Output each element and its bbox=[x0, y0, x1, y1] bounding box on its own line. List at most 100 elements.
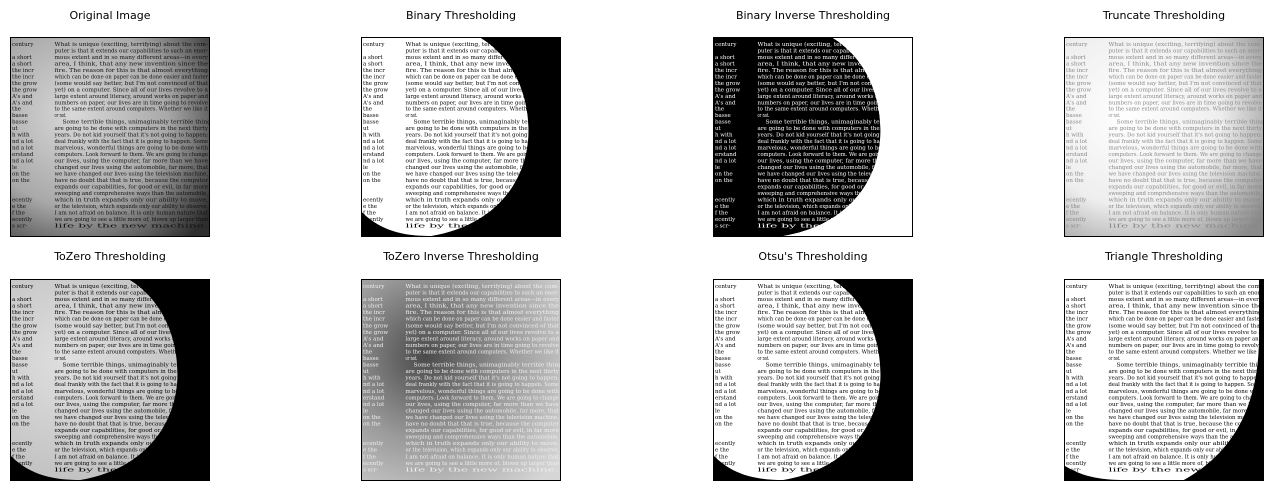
margin-text: s scr- bbox=[363, 467, 378, 473]
page-text-line: numbers on paper, our lives are in time … bbox=[406, 343, 560, 349]
page-text-line: I am not afraid on balance. It is only h… bbox=[55, 211, 209, 217]
margin-text: the bbox=[1066, 107, 1075, 113]
page-text-line: changed our lives using the automobile, … bbox=[406, 408, 560, 414]
panel-title: Original Image bbox=[10, 9, 210, 22]
margin-text: nd a lot bbox=[1066, 159, 1088, 165]
margin-text: a short bbox=[363, 297, 383, 303]
page-text-line: expands our capabilities, for good or ev… bbox=[55, 185, 208, 191]
page-text-line: fire. The reason for this is that almost… bbox=[1109, 310, 1263, 316]
margin-text: century bbox=[363, 284, 385, 290]
margin-text: on the bbox=[715, 178, 733, 184]
page-text-line: life by the new machine. bbox=[1109, 223, 1263, 229]
page-text-line: expands our capabilities, for good or ev… bbox=[1109, 185, 1262, 191]
page-text-line: are going to be done with computers in t… bbox=[406, 369, 560, 375]
margin-text: the incr bbox=[715, 317, 737, 323]
margin-text: the incr bbox=[363, 74, 385, 80]
page-text-line: Some terrible things, unimaginably terri… bbox=[413, 363, 560, 369]
margin-text: basse bbox=[1066, 363, 1083, 369]
margin-text: e the bbox=[1066, 204, 1080, 210]
margin-text: nd a lot bbox=[12, 159, 34, 165]
page-text-line: (some would say better, but I'm not conv… bbox=[1109, 322, 1263, 329]
page-text-line: Some terrible things, unimaginably terri… bbox=[62, 120, 209, 126]
margin-text: le bbox=[363, 408, 369, 414]
page-text-line: sweeping and comprehensive ways than the… bbox=[406, 435, 560, 441]
margin-text: the bbox=[1066, 349, 1076, 355]
page-text-line: large extent around literacy, around wor… bbox=[1109, 336, 1263, 342]
margin-text: the bbox=[363, 107, 372, 113]
image-original: What is unique (exciting, terrifying) ab… bbox=[10, 37, 210, 237]
page-text-line: mous extent and in so many different are… bbox=[1109, 55, 1263, 61]
margin-text: on the bbox=[715, 172, 733, 178]
page-text-line: have no doubt that that is true, because… bbox=[55, 178, 209, 184]
page-text-line: sweeping and comprehensive ways than the… bbox=[55, 191, 209, 197]
margin-text: le bbox=[363, 165, 368, 171]
margin-text: the grow bbox=[12, 81, 37, 87]
margin-text: on the bbox=[1066, 422, 1084, 428]
margin-text: A's and bbox=[1065, 343, 1087, 349]
page-text-line: large extent around literacy, around wor… bbox=[406, 336, 560, 342]
margin-text: on the bbox=[363, 415, 381, 421]
margin-text: erstand bbox=[363, 395, 385, 401]
margin-text: the grow bbox=[363, 323, 388, 329]
margin-text: basse bbox=[12, 113, 28, 119]
page-text-line: years. Do not kid yourself that it's not… bbox=[405, 376, 560, 382]
margin-text: nd a lot bbox=[715, 402, 737, 408]
margin-text: erstand bbox=[12, 152, 34, 158]
image-tozero-inverse: What is unique (exciting, terrifying) ab… bbox=[361, 279, 561, 481]
page-text-line: changed our lives using the automobile, … bbox=[1109, 408, 1263, 414]
margin-text: nd a lot bbox=[1066, 389, 1088, 395]
margin-text: the incr bbox=[363, 68, 385, 74]
page-text-line: mous extent and in so many different are… bbox=[406, 297, 560, 303]
margin-text: basse bbox=[715, 120, 731, 126]
page-text-line: I am not afraid on balance. It is only h… bbox=[1109, 211, 1263, 217]
margin-text: ecently bbox=[1066, 217, 1087, 223]
margin-text: ecently bbox=[363, 441, 384, 447]
margin-text: on the bbox=[12, 415, 30, 421]
margin-text: a short bbox=[1066, 55, 1086, 61]
margin-text: A's and bbox=[362, 343, 384, 349]
margin-text: on the bbox=[12, 178, 30, 184]
margin-text: a short bbox=[715, 297, 735, 303]
margin-text: century bbox=[363, 42, 385, 48]
margin-text: century bbox=[1066, 284, 1088, 290]
margin-text: the bbox=[12, 107, 21, 113]
margin-text: the grow bbox=[715, 81, 740, 87]
panel-title: ToZero Inverse Thresholding bbox=[361, 250, 561, 263]
page-text-line: have no doubt that that is true, because… bbox=[1109, 178, 1263, 184]
margin-text: ut bbox=[363, 126, 370, 132]
panel-otsu: Otsu's Thresholding What is unique (exci… bbox=[713, 245, 913, 489]
margin-text: ecently bbox=[12, 217, 33, 223]
page-text-line: or not. bbox=[1109, 356, 1121, 362]
margin-text: h with bbox=[715, 376, 733, 382]
page-text-line: computers. Look forward to them. We are … bbox=[406, 395, 560, 401]
panel-tozero-inverse: ToZero Inverse Thresholding What is uniq… bbox=[361, 245, 561, 489]
margin-text: erstand bbox=[363, 152, 385, 158]
margin-text: ecently bbox=[1066, 198, 1087, 204]
margin-text: the incr bbox=[1066, 68, 1088, 74]
page-text-line: large extent around literacy, around wor… bbox=[1109, 94, 1263, 100]
margin-text: a short bbox=[715, 304, 735, 310]
margin-text: a short bbox=[1066, 297, 1086, 303]
margin-text: ut bbox=[12, 369, 19, 375]
page-text-line: fire. The reason for this is that almost… bbox=[55, 68, 209, 74]
margin-text: the grow bbox=[12, 87, 37, 93]
margin-text: ut bbox=[1066, 126, 1073, 132]
margin-text: e the bbox=[715, 448, 730, 454]
page-text-line: large extent around literacy, around wor… bbox=[55, 94, 209, 100]
panel-triangle: Triangle Thresholding What is unique (ex… bbox=[1064, 245, 1264, 489]
margin-text: f the bbox=[1066, 211, 1079, 217]
page-text-line: deal frankly with the fact that it is go… bbox=[55, 139, 208, 145]
margin-text: a short bbox=[12, 55, 32, 61]
margin-text: basse bbox=[12, 363, 29, 369]
panel-original: Original Image What is unique (exciting,… bbox=[10, 0, 210, 245]
margin-text: A's and bbox=[362, 94, 384, 100]
page-text-line: numbers on paper, our lives are in time … bbox=[1109, 100, 1262, 106]
margin-text: on the bbox=[1066, 415, 1084, 421]
page-text-line: our lives, using the computer, far more … bbox=[1109, 159, 1262, 165]
margin-text: A's and bbox=[714, 336, 736, 342]
page-text-line: we are going to see a little more of, bl… bbox=[1109, 217, 1263, 223]
page-text-line: which can be done on paper can be done e… bbox=[1109, 74, 1263, 80]
margin-text: h with bbox=[1066, 376, 1084, 382]
margin-text: nd a lot bbox=[363, 146, 385, 152]
margin-text: nd a lot bbox=[715, 139, 737, 145]
